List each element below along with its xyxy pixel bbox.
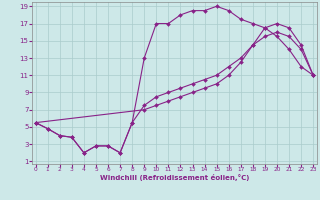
X-axis label: Windchill (Refroidissement éolien,°C): Windchill (Refroidissement éolien,°C): [100, 174, 249, 181]
